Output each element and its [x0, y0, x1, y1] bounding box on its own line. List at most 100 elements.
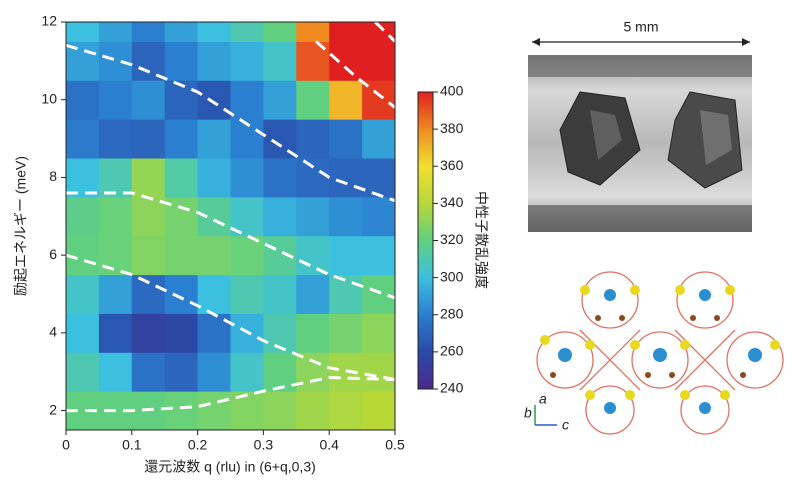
heatmap-cell	[98, 313, 133, 353]
heatmap-cell	[230, 22, 264, 42]
heatmap-cell	[362, 41, 395, 81]
heatmap-cell	[197, 80, 231, 120]
heatmap-cell	[263, 274, 297, 314]
colorbar-tick-label: 320	[440, 231, 464, 247]
dashed-curve	[66, 253, 395, 381]
heatmap-cell	[263, 196, 297, 237]
heatmap-cell	[164, 119, 199, 159]
heatmap-cell	[131, 352, 166, 392]
x-tick-label: 0	[62, 437, 70, 453]
heatmap-cell	[362, 391, 395, 430]
heatmap-cell	[197, 391, 231, 430]
x-tick-label: 0.4	[319, 437, 339, 453]
colorbar-tick-label: 240	[440, 380, 464, 396]
colorbar-tick-label: 380	[440, 120, 464, 136]
heatmap-cell	[197, 274, 231, 314]
colorbar-tick-label: 400	[440, 83, 464, 99]
y-tick-label: 10	[41, 90, 57, 106]
curves	[66, 22, 395, 413]
heatmap-cell	[362, 22, 395, 42]
x-tick-label: 0.5	[385, 437, 405, 453]
atoms	[550, 315, 746, 378]
heatmap-cell	[296, 80, 330, 120]
heatmap-cell	[362, 274, 395, 314]
heatmap-cell	[296, 274, 330, 314]
dashed-curve	[66, 191, 395, 300]
y-tick-label: 4	[49, 324, 57, 340]
colorbar-label: 中性子散乱強度	[473, 191, 489, 289]
heatmap-cell	[230, 391, 264, 430]
heatmap-cell	[66, 22, 100, 42]
heatmap-cell	[362, 119, 395, 159]
heatmap-cell	[296, 313, 330, 353]
heatmap-cell	[66, 196, 100, 237]
photo-edge	[528, 205, 752, 232]
colorbar-tick-label: 260	[440, 343, 464, 359]
heatmap-cell	[230, 158, 264, 198]
heatmap-cell	[296, 352, 330, 392]
heatmap-cell	[164, 235, 199, 276]
heatmap-cell	[197, 196, 231, 237]
heatmap-cell	[98, 158, 133, 198]
heatmap-cell	[230, 352, 264, 392]
heatmap-cell	[66, 158, 100, 198]
photo-edge	[528, 55, 752, 77]
heatmap-cell	[329, 391, 363, 430]
heatmap	[66, 22, 395, 430]
heatmap-cell	[263, 158, 297, 198]
heatmap-cell	[131, 313, 166, 353]
heatmap-cell	[164, 274, 199, 314]
heatmap-cell	[98, 352, 133, 392]
heatmap-cell	[164, 352, 199, 392]
heatmap-cell	[66, 352, 100, 392]
heatmap-cell	[362, 196, 395, 237]
heatmap-cell	[296, 158, 330, 198]
heatmap-cell	[197, 235, 231, 276]
scale-label: 5 mm	[624, 19, 659, 35]
colorbar	[417, 91, 434, 390]
sample-photo: 5 mm	[528, 19, 752, 232]
heatmap-cell	[98, 22, 133, 42]
axis-label: a	[539, 391, 547, 407]
heatmap-cell	[131, 119, 166, 159]
atoms	[558, 289, 762, 414]
heatmap-cell	[164, 22, 199, 42]
heatmap-cell	[230, 274, 264, 314]
heatmap-cell	[98, 41, 133, 81]
heatmap-cell	[131, 158, 166, 198]
heatmap-cell	[98, 80, 133, 120]
crystal-structure: a b c	[524, 271, 784, 435]
axis-label: b	[524, 405, 532, 421]
colorbar-tick-label: 360	[440, 157, 464, 173]
heatmap-cell	[263, 41, 297, 81]
heatmap-cell	[66, 119, 100, 159]
heatmap-cell	[329, 313, 363, 353]
dashed-curve	[66, 376, 395, 413]
colorbar-tick-label: 280	[440, 305, 464, 321]
heatmap-cell	[66, 80, 100, 120]
heatmap-cell	[296, 391, 330, 430]
plot-frame	[65, 21, 396, 431]
heatmap-cell	[362, 313, 395, 353]
heatmap-cell	[66, 313, 100, 353]
dashed-curve	[66, 43, 395, 203]
y-tick-label: 12	[41, 13, 57, 29]
bonds	[536, 271, 784, 435]
heatmap-cell	[296, 22, 330, 42]
heatmap-cell	[131, 22, 166, 42]
heatmap-cell	[164, 313, 199, 353]
heatmap-cell	[197, 352, 231, 392]
heatmap-cell	[98, 274, 133, 314]
heatmap-cell	[98, 235, 133, 276]
x-tick-label: 0.2	[188, 437, 208, 453]
heatmap-cell	[329, 235, 363, 276]
heatmap-cell	[98, 196, 133, 237]
heatmap-cell	[329, 158, 363, 198]
dashed-curve	[315, 40, 395, 109]
heatmap-cell	[230, 235, 264, 276]
heatmap-cell	[230, 80, 264, 120]
heatmap-cell	[131, 80, 166, 120]
heatmap-cell	[197, 22, 231, 42]
heatmap-cell	[263, 80, 297, 120]
